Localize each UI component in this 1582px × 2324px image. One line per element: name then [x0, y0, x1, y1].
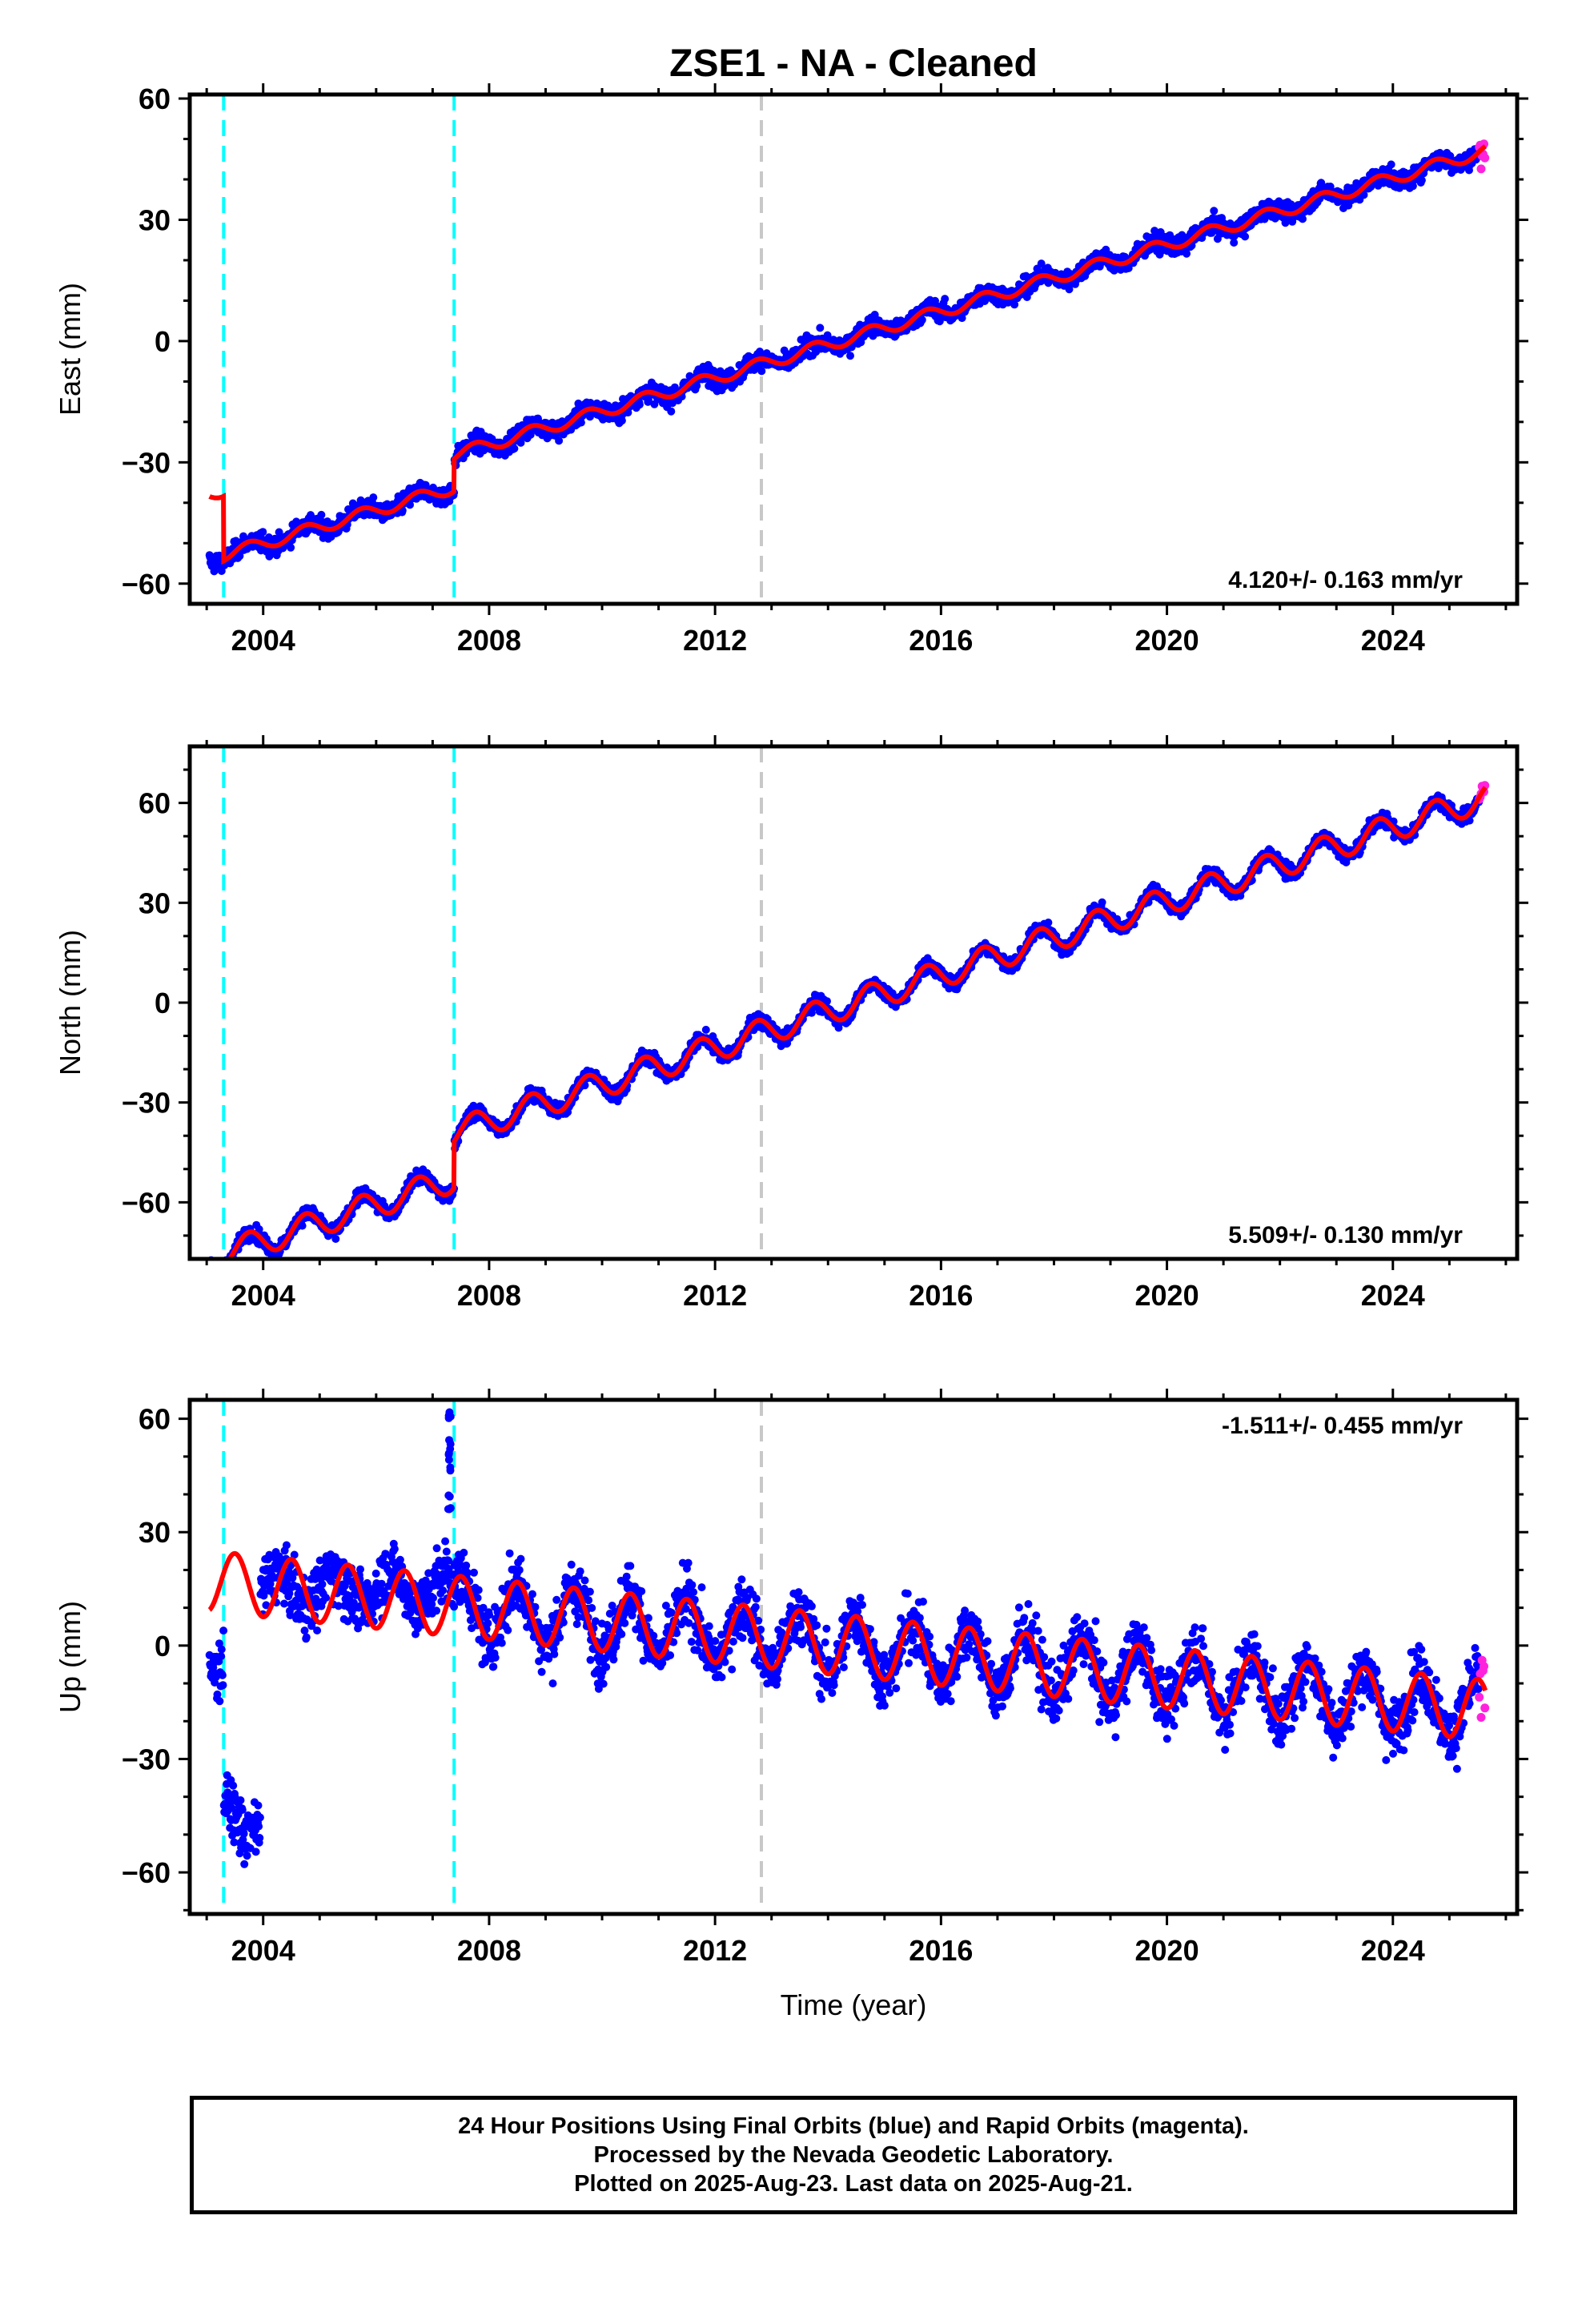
data-point [816, 324, 825, 332]
data-point [650, 400, 659, 408]
data-point [212, 1266, 220, 1274]
rapid-point [1476, 164, 1486, 174]
data-point [287, 543, 295, 552]
data-point [209, 1261, 217, 1269]
data-point [208, 1264, 216, 1272]
data-point [1241, 232, 1250, 241]
data-point [223, 1261, 231, 1269]
data-point [217, 1263, 225, 1271]
data-point [214, 1269, 222, 1277]
data-point [264, 533, 273, 541]
data-point [215, 1261, 223, 1269]
data-point [317, 510, 326, 519]
panels: 2004 2008 2012 2016 2020 2024 −60 −30 0 30 60 East … [54, 82, 1528, 1967]
data-point [298, 1221, 307, 1230]
data-point [211, 1269, 219, 1277]
chart-title: ZSE1 - NA - Cleaned [669, 42, 1038, 85]
data-point [1299, 215, 1307, 223]
data-point [555, 436, 564, 445]
data-point [510, 444, 519, 453]
data-point [214, 1261, 222, 1269]
y-tick-label: 60 [139, 82, 171, 115]
data-point [701, 1025, 710, 1034]
rate-label: 4.120+/- 0.163 mm/yr [1228, 567, 1463, 593]
y-tick-label: 0 [155, 325, 171, 358]
data-point [219, 1263, 227, 1271]
data-point [210, 567, 219, 576]
data-point [221, 1262, 229, 1270]
data-point [757, 367, 766, 376]
x-tick-label: 2024 [1361, 624, 1425, 657]
data-point [210, 1266, 218, 1274]
data-point [219, 1262, 227, 1270]
data-point [526, 430, 535, 439]
data-point [217, 1261, 225, 1269]
panel-1: 2004 2008 2012 2016 2020 2024 −60 −30 0 30 60 East … [54, 82, 1528, 657]
data-point [209, 1261, 217, 1269]
data-point [516, 438, 525, 447]
data-point [846, 352, 854, 360]
rapid-point [1480, 153, 1490, 163]
data-point [227, 1261, 235, 1269]
data-point [917, 316, 926, 324]
data-point [635, 400, 644, 409]
data-point [211, 1261, 219, 1269]
data-point [212, 1267, 220, 1275]
y-tick-label: −30 [122, 446, 171, 479]
data-point [1417, 176, 1426, 185]
data-point [941, 295, 950, 304]
data-point [275, 528, 283, 537]
data-point [215, 1266, 223, 1274]
data-point [1098, 898, 1106, 907]
data-point [215, 1261, 223, 1269]
data-point [1210, 207, 1219, 215]
data-point [215, 1266, 223, 1274]
data-point [211, 1262, 219, 1270]
y-tick-label: −60 [122, 568, 171, 601]
y-axis-title: East (mm) [54, 283, 86, 416]
data-point [617, 416, 626, 425]
data-point [667, 407, 676, 416]
data-point [331, 1235, 340, 1243]
data-point [693, 381, 701, 390]
x-tick-label: 2012 [683, 624, 747, 657]
data-point [213, 1266, 221, 1274]
x-tick-label: 2020 [1135, 624, 1199, 657]
data-point [1044, 919, 1053, 927]
data-point [259, 528, 267, 537]
y-tick-label: 30 [139, 203, 171, 236]
data-point [219, 1261, 227, 1269]
data-point [369, 493, 378, 502]
data-point [576, 418, 585, 427]
x-tick-label: 2016 [909, 624, 973, 657]
x-tick-label: 2008 [457, 624, 521, 657]
data-point [211, 1264, 219, 1272]
data-point [1387, 160, 1395, 169]
panel-2: 2004 2008 2012 2016 2020 2024−60−3003060North… [54, 735, 1528, 1312]
data-point [216, 1263, 224, 1271]
data-point [220, 1265, 228, 1273]
data-point [709, 367, 718, 375]
x-tick-label: 2004 [231, 624, 295, 657]
